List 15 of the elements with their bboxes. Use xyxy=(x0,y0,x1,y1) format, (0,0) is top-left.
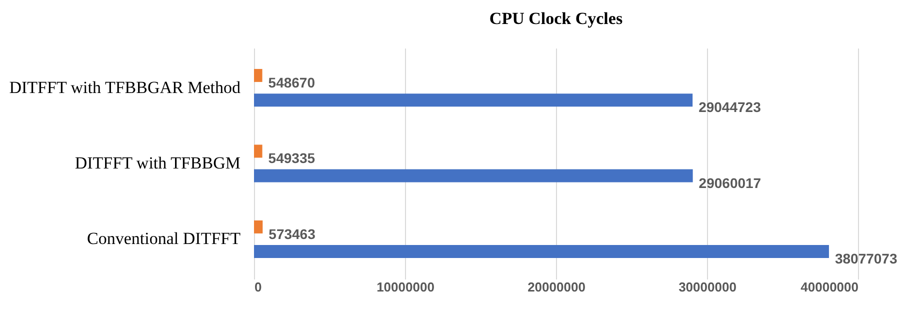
data-label: 29060017 xyxy=(698,174,762,191)
data-label: 573463 xyxy=(268,226,316,242)
data-label: 38077073 xyxy=(834,250,898,267)
x-tick-label: 0 xyxy=(254,280,262,294)
x-tick-label: 40000000 xyxy=(800,280,858,294)
data-label: 548670 xyxy=(268,74,316,90)
x-tick-label: 30000000 xyxy=(678,280,736,294)
x-tick-label: 20000000 xyxy=(528,280,586,294)
data-label: 29044723 xyxy=(698,99,762,116)
data-label: 549335 xyxy=(268,150,316,166)
y-tick-label: DITFFT with TFBBGM xyxy=(74,154,240,172)
chart-title: CPU Clock Cycles xyxy=(489,9,623,28)
x-tick-label: 10000000 xyxy=(376,280,434,294)
y-tick-label: Conventional DITFFT xyxy=(87,229,242,248)
y-tick-label: DITFFT with TFBBGAR Method xyxy=(9,78,241,97)
